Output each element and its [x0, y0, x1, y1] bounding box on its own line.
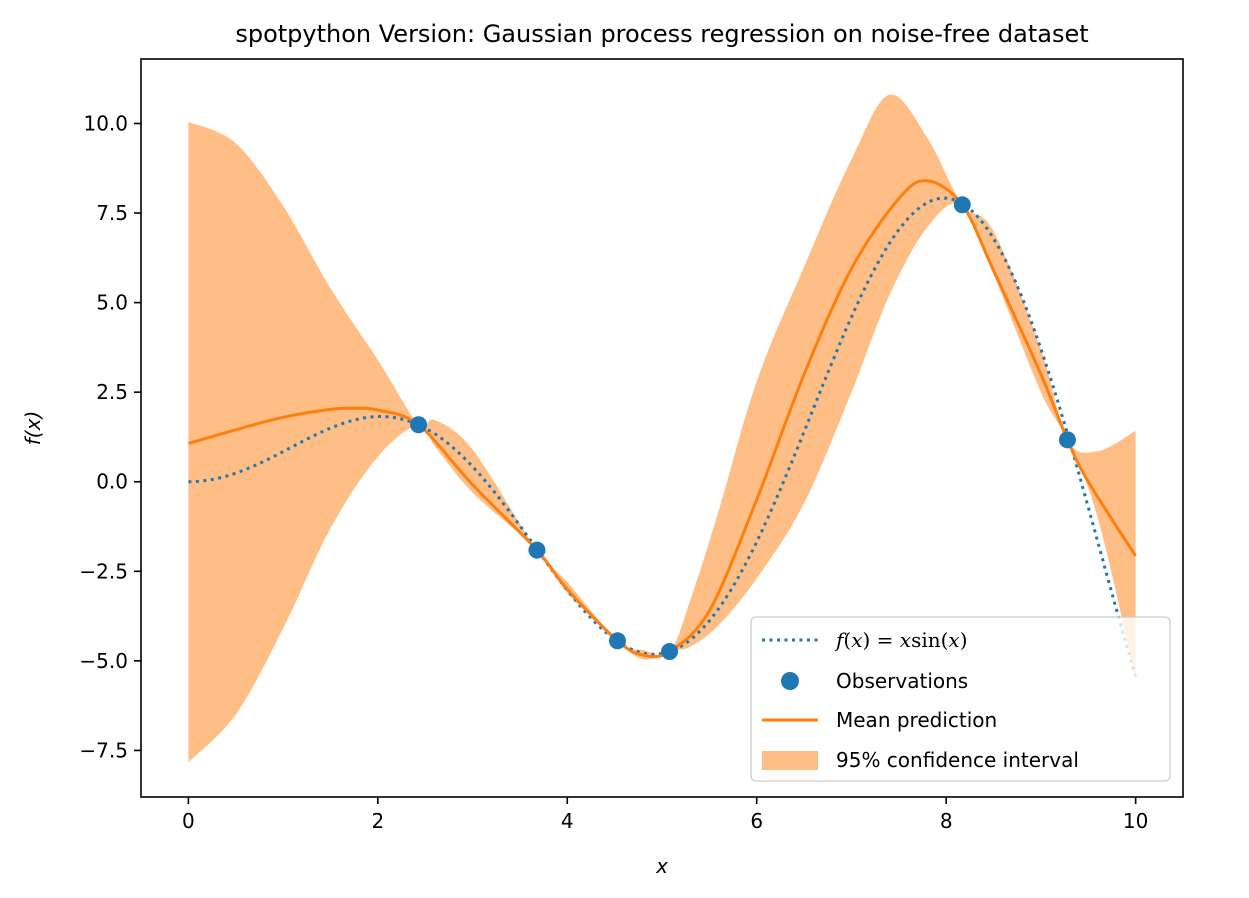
observations-layer [410, 196, 1076, 661]
y-axis-ticks: −7.5 −5.0 −2.5 0.0 2.5 5.0 7.5 10.0 [79, 111, 141, 762]
x-tick-label: 8 [940, 809, 953, 833]
legend-mean-prediction-label: Mean prediction [836, 708, 997, 732]
legend: f(x) = xsin(x) Observations Mean predict… [750, 616, 1171, 782]
observation-point [528, 541, 546, 559]
y-tick-label: 7.5 [96, 201, 128, 225]
legend-confidence-interval-swatch [762, 751, 818, 770]
plot-area [187, 94, 1138, 763]
chart-title: spotpython Version: Gaussian process reg… [235, 20, 1088, 48]
y-tick-label: 10.0 [83, 111, 128, 135]
x-tick-label: 4 [561, 809, 574, 833]
y-tick-label: −7.5 [79, 738, 128, 762]
true-function-layer [188, 196, 1138, 678]
legend-observations-label: Observations [836, 669, 968, 693]
legend-observations-swatch [781, 672, 799, 690]
y-axis-label: f(x) [21, 411, 45, 445]
observation-point [410, 416, 428, 434]
x-axis-label: x [655, 854, 668, 878]
observation-point [661, 643, 679, 661]
y-tick-label: 0.0 [96, 470, 128, 494]
y-tick-label: −5.0 [79, 649, 128, 673]
x-tick-label: 6 [750, 809, 763, 833]
x-tick-label: 0 [182, 809, 195, 833]
confidence-interval-band [188, 94, 1136, 763]
mean-prediction-layer [187, 179, 1137, 659]
legend-frame [750, 616, 1171, 782]
x-tick-label: 10 [1123, 809, 1148, 833]
y-tick-label: −2.5 [79, 559, 128, 583]
legend-confidence-interval-label: 95% confidence interval [836, 748, 1079, 772]
observation-point [1058, 431, 1076, 449]
true-function-line [188, 196, 1138, 678]
observation-point [953, 196, 971, 214]
confidence-interval-layer [188, 94, 1136, 763]
legend-true-function-label: f(x) = xsin(x) [834, 628, 968, 652]
axes-frame [140, 58, 1184, 798]
y-tick-label: 2.5 [96, 380, 128, 404]
observation-point [608, 632, 626, 650]
x-axis-ticks: 0 2 4 6 8 10 [182, 797, 1148, 833]
y-tick-label: 5.0 [96, 291, 128, 315]
mean-prediction-line [187, 179, 1137, 659]
x-tick-label: 2 [371, 809, 384, 833]
